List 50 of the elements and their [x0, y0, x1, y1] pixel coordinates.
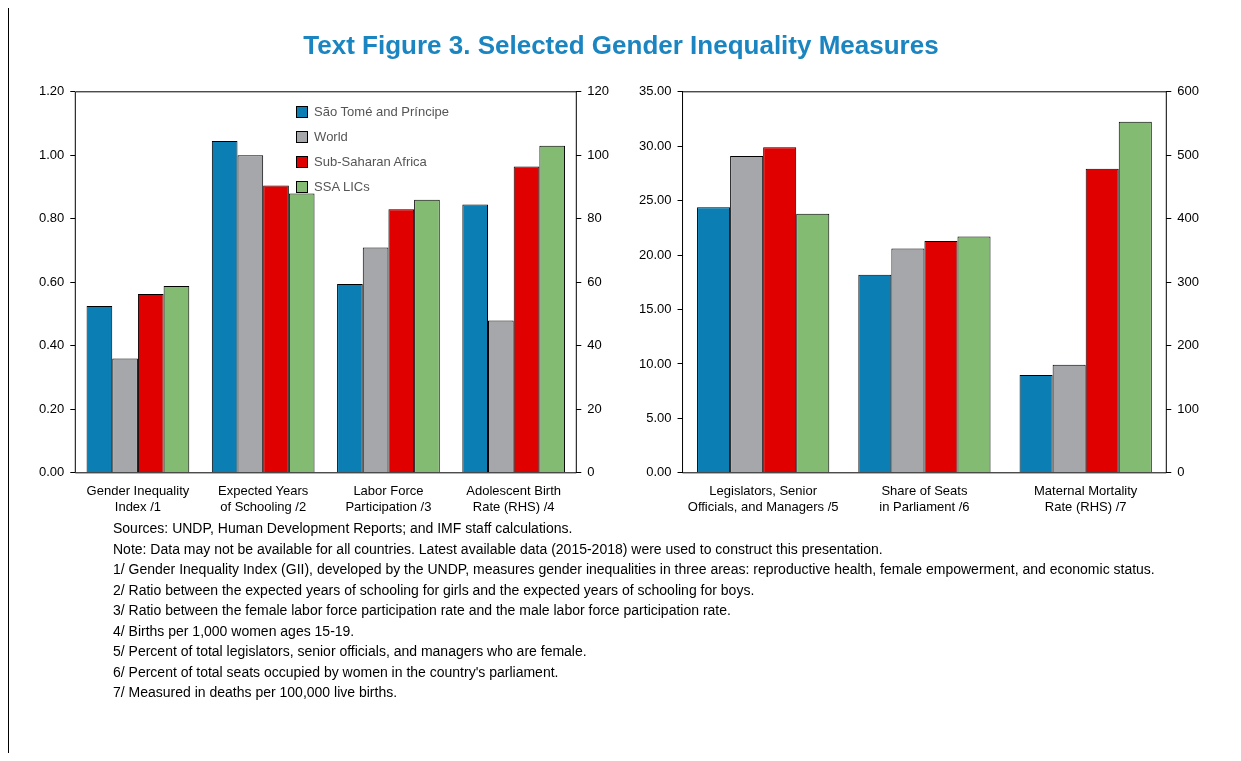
text: 4/ Births per 1,000 women ages 15-19.	[113, 621, 356, 641]
y-tick-label: 0.80	[38, 210, 65, 226]
y2-tick-label: 0	[1177, 464, 1185, 480]
x-tick-label: Share of Seats in Parliament /6	[879, 483, 970, 514]
y-tick-label: 0.20	[38, 400, 65, 416]
y2-tick-label: 100	[587, 146, 610, 162]
y2-tick-label: 0	[587, 464, 595, 480]
x-tick-label: Maternal Mortality Rate (RHS) /7	[1034, 483, 1138, 514]
legend-label: World	[314, 129, 348, 144]
x-tick-label: Adolescent Birth Rate (RHS) /4	[466, 483, 562, 514]
y2-tick-label: 200	[1177, 337, 1200, 353]
y-tick-label: 35.00	[638, 83, 672, 99]
y-tick-label: 10.00	[638, 355, 672, 371]
source-note: Sources: UNDP, Human Development Reports; and IMF staff calculations.	[113, 519, 574, 538]
y2-tick-label: 100	[1177, 400, 1200, 416]
y-tick-label: 0.00	[38, 464, 65, 480]
x-tick-label: Expected Years of Schooling /2	[218, 483, 309, 514]
y-tick-label: 0.60	[38, 273, 65, 289]
y2-tick-label: 300	[1177, 273, 1200, 289]
text: 2/ Ratio between the expected years of schooling for girls and the expected years of schooling for boys.	[113, 580, 756, 600]
y-tick-label: 25.00	[638, 192, 672, 208]
y2-tick-label: 80	[587, 210, 602, 226]
text: 3/ Ratio between the female labor force participation rate and the male labor force participation rate.	[113, 601, 732, 620]
y2-tick-label: 500	[1177, 146, 1200, 162]
y-tick-label: 5.00	[646, 409, 672, 425]
text: 6/ Percent of total seats occupied by women in the country's parliament.	[113, 662, 560, 682]
y2-tick-label: 600	[1177, 83, 1200, 99]
legend-label: São Tomé and Príncipe	[314, 104, 449, 119]
legend-label: SSA LICs	[314, 179, 370, 194]
y2-tick-label: 120	[587, 83, 610, 99]
text: 7/ Measured in deaths per 100,000 live births.	[113, 683, 399, 702]
y-tick-label: 0.00	[646, 464, 672, 480]
y-tick-label: 30.00	[638, 137, 672, 153]
y-tick-label: 1.20	[38, 83, 65, 99]
legend-label: Sub-Saharan Africa	[314, 154, 427, 169]
x-tick-label: Legislators, Senior Officials, and Managers /5	[687, 483, 839, 514]
y-tick-label: 1.00	[38, 146, 65, 162]
text: 5/ Percent of total legislators, senior officials, and managers who are female.	[113, 642, 588, 661]
y-tick-label: 15.00	[638, 301, 672, 317]
y2-tick-label: 40	[587, 337, 602, 353]
y-tick-label: 0.40	[38, 337, 65, 353]
y2-tick-label: 60	[587, 273, 602, 289]
text: 1/ Gender Inequality Index (GII), developed by the UNDP, measures gender inequalities in three areas: reproductive health, female empowerment, and economic status.	[113, 560, 1156, 579]
y2-tick-label: 20	[587, 400, 602, 416]
y-tick-label: 20.00	[638, 246, 672, 262]
x-tick-label: Labor Force Participation /3	[345, 483, 432, 514]
y2-tick-label: 400	[1177, 210, 1200, 226]
x-tick-label: Gender Inequality Index /1	[86, 483, 190, 514]
text: Note: Data may not be available for all countries. Latest available data (2015-2018) were used to construct this presentation.	[113, 539, 884, 559]
chart-title: Text Figure 3. Selected Gender Inequality Measures	[302, 29, 940, 62]
